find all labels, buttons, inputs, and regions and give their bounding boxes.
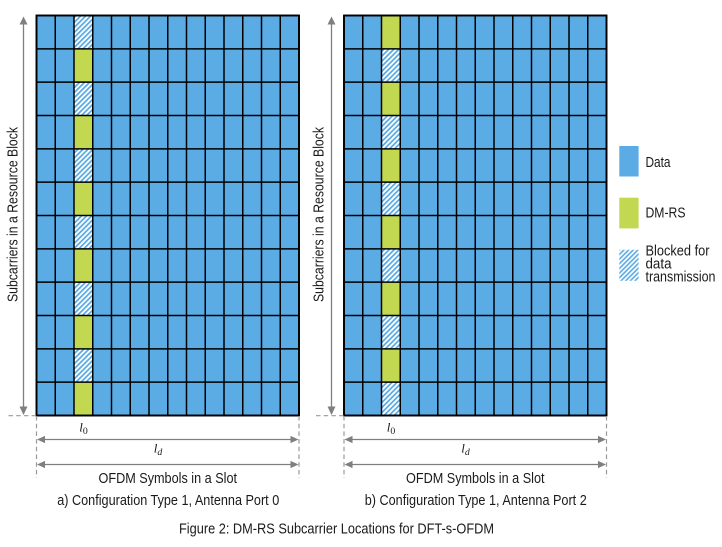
svg-text:ld: ld: [461, 441, 470, 458]
svg-text:b) Configuration Type 1, Anten: b) Configuration Type 1, Antenna Port 2: [365, 492, 587, 509]
svg-text:Blocked for: Blocked for: [646, 243, 710, 260]
svg-text:l0: l0: [387, 420, 396, 437]
svg-text:Figure 2: DM-RS Subcarrier Loc: Figure 2: DM-RS Subcarrier Locations for…: [179, 521, 494, 538]
svg-text:OFDM Symbols in a Slot: OFDM Symbols in a Slot: [99, 470, 238, 487]
svg-text:transmission: transmission: [646, 269, 716, 286]
svg-text:DM-RS: DM-RS: [646, 205, 686, 222]
svg-text:a) Configuration Type 1, Anten: a) Configuration Type 1, Antenna Port 0: [57, 492, 279, 509]
svg-text:Data: Data: [646, 154, 672, 171]
svg-text:Subcarriers in a Resource Bloc: Subcarriers in a Resource Block: [5, 127, 22, 302]
svg-text:data: data: [646, 256, 673, 273]
svg-text:OFDM Symbols in a Slot: OFDM Symbols in a Slot: [406, 470, 545, 487]
svg-text:l0: l0: [79, 420, 88, 437]
svg-text:ld: ld: [154, 441, 163, 458]
svg-text:Subcarriers in a Resource Bloc: Subcarriers in a Resource Block: [311, 127, 328, 302]
